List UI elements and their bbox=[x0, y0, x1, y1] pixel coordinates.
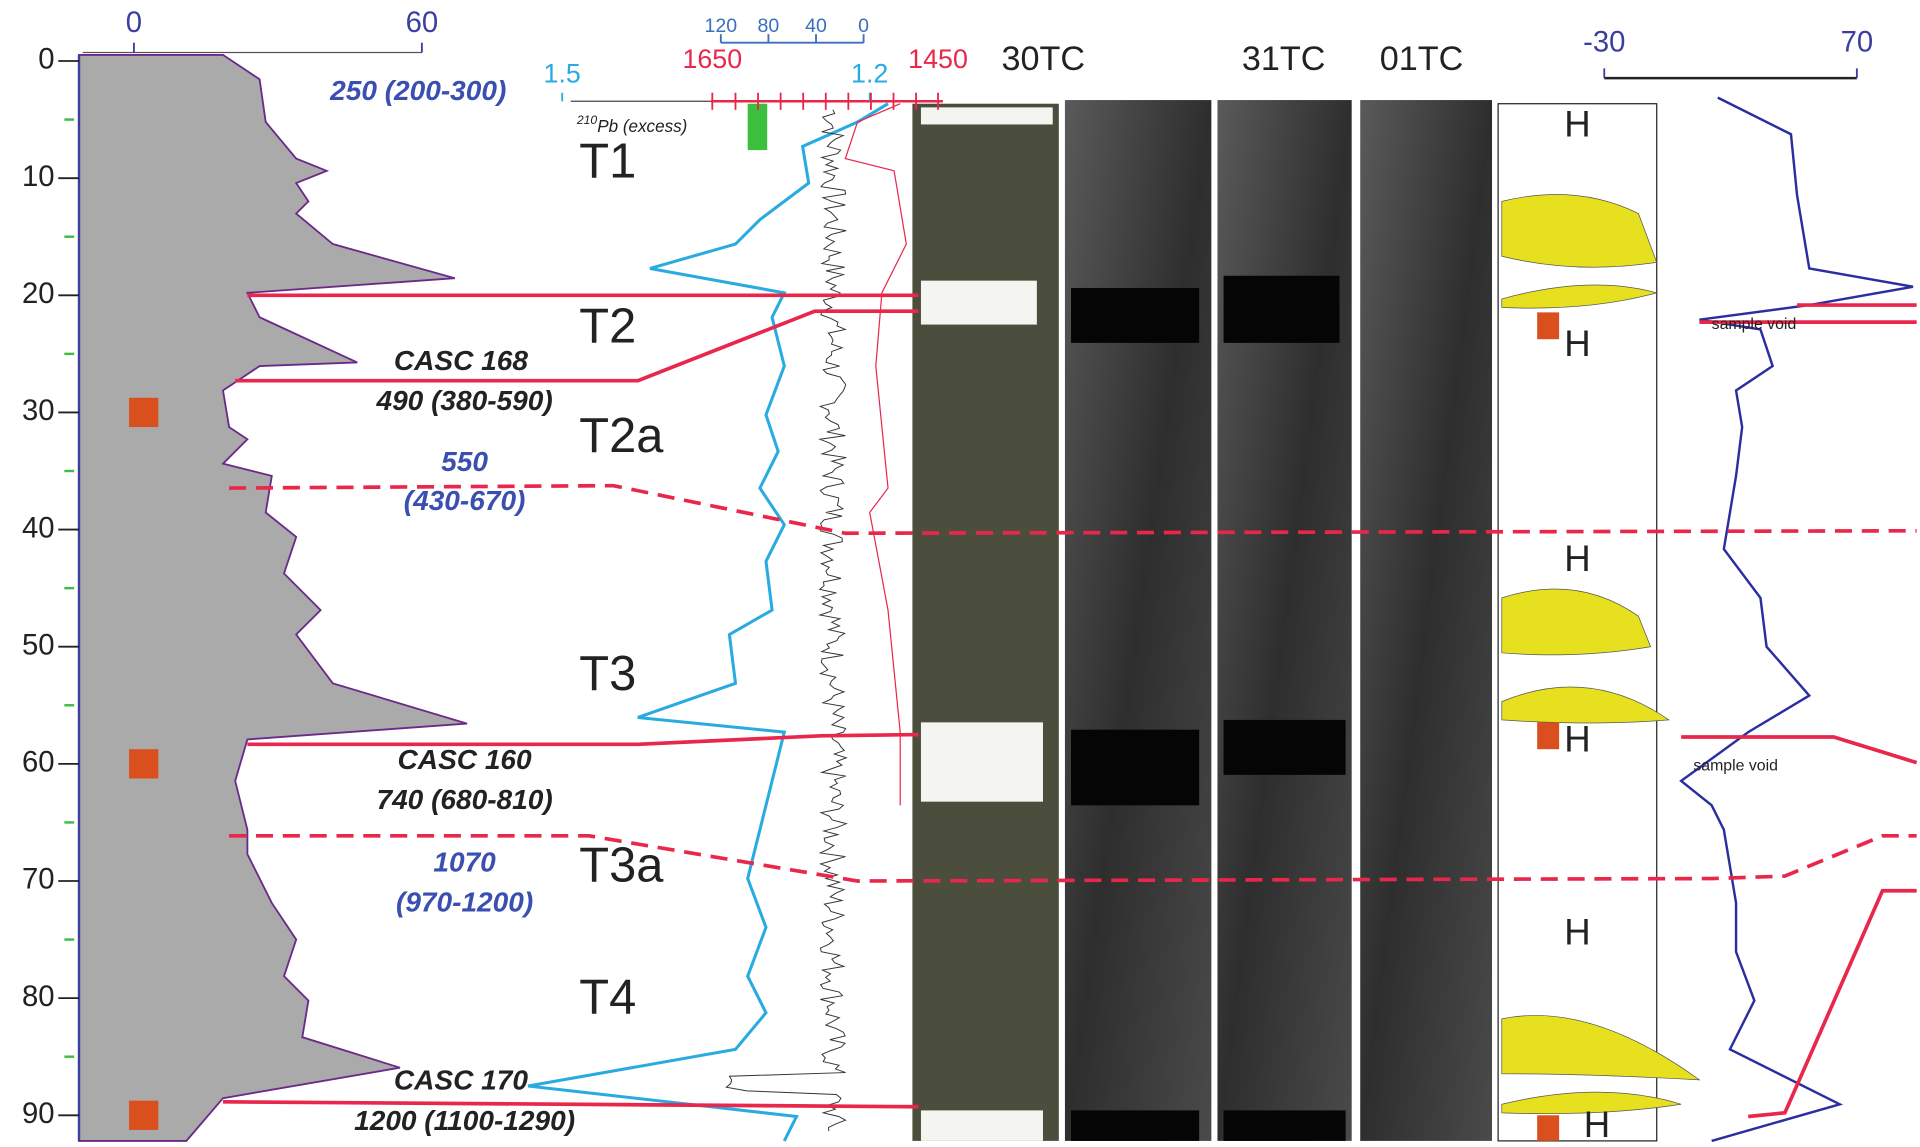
area-profile bbox=[79, 55, 467, 1141]
axis-title: 210Pb (excess) bbox=[576, 113, 688, 135]
date-name: CASC 168 bbox=[394, 345, 528, 376]
note: sample void bbox=[1693, 757, 1778, 774]
model-age: 1070 bbox=[433, 846, 496, 877]
depth-tick-label: 30 bbox=[22, 394, 55, 427]
unit-label: T2a bbox=[579, 409, 664, 463]
tick-label: 0 bbox=[126, 6, 142, 39]
core-xray bbox=[1065, 100, 1211, 1141]
model-age: 550 bbox=[441, 446, 488, 477]
unit-label: T3 bbox=[579, 647, 636, 701]
marker-bar bbox=[748, 104, 768, 150]
depth-tick-label: 60 bbox=[22, 746, 55, 779]
depth-tick-label: 20 bbox=[22, 277, 55, 310]
core-xray bbox=[1217, 100, 1351, 1141]
unit-label: T2 bbox=[579, 299, 636, 353]
core-xray bbox=[1360, 100, 1492, 1141]
date-name: CASC 170 bbox=[394, 1065, 528, 1096]
tick-label: 1.2 bbox=[851, 59, 888, 89]
depth-tick-label: 50 bbox=[22, 628, 55, 661]
date-age: 1200 (1100-1290) bbox=[354, 1105, 575, 1136]
tick-label: 1450 bbox=[908, 44, 968, 74]
note: sample void bbox=[1712, 316, 1797, 333]
unit-label: T4 bbox=[579, 970, 636, 1024]
core-label: 30TC bbox=[1001, 40, 1085, 78]
unit-label: T1 bbox=[579, 135, 636, 189]
date-name: CASC 160 bbox=[398, 744, 532, 775]
tick-label: 70 bbox=[1841, 26, 1874, 59]
depth-tick-label: 90 bbox=[22, 1097, 55, 1130]
model-age: (430-670) bbox=[404, 485, 526, 516]
model-age: 250 (200-300) bbox=[329, 75, 506, 106]
tick-label: -30 bbox=[1583, 26, 1625, 59]
facies-label: H bbox=[1564, 323, 1590, 364]
facies-label: H bbox=[1564, 719, 1590, 760]
depth-tick-label: 0 bbox=[38, 43, 54, 76]
tick-label: 80 bbox=[758, 15, 780, 37]
figure: 30TC 31TC 01TC T1 T2 T2a T3 T3a T4 CASC … bbox=[0, 0, 1920, 1147]
date-age: 490 (380-590) bbox=[375, 385, 552, 416]
page: 30TC 31TC 01TC T1 T2 T2a T3 T3a T4 CASC … bbox=[0, 0, 1920, 1147]
tick-label: 120 bbox=[705, 15, 738, 37]
facies-label: H bbox=[1564, 911, 1590, 952]
axis-title-text: Pb (excess) bbox=[597, 116, 687, 135]
depth-tick-label: 40 bbox=[22, 511, 55, 544]
facies-label: H bbox=[1564, 538, 1590, 579]
tick-label: 1650 bbox=[682, 44, 742, 74]
date-age: 740 (680-810) bbox=[376, 784, 552, 815]
model-age: (970-1200) bbox=[396, 887, 533, 918]
core-photo bbox=[912, 104, 1058, 1141]
tick-label: 1.5 bbox=[544, 59, 581, 89]
depth-tick-label: 10 bbox=[22, 160, 55, 193]
facies-label: H bbox=[1584, 1104, 1610, 1145]
superscript: 210 bbox=[576, 113, 598, 127]
tick-label: 60 bbox=[406, 6, 439, 39]
depth-tick-label: 80 bbox=[22, 980, 55, 1013]
facies-label: H bbox=[1564, 104, 1590, 145]
core-label: 01TC bbox=[1380, 40, 1464, 78]
unit-label: T3a bbox=[579, 839, 664, 893]
core-label: 31TC bbox=[1242, 40, 1326, 78]
tick-label: 0 bbox=[858, 15, 869, 37]
tick-label: 40 bbox=[805, 15, 827, 37]
depth-tick-label: 70 bbox=[22, 863, 55, 896]
